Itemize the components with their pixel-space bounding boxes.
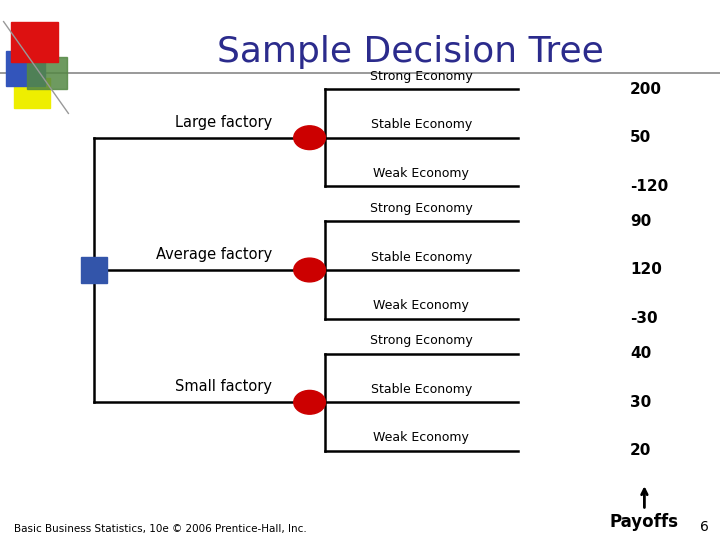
Text: 50: 50 <box>630 130 652 145</box>
Circle shape <box>294 390 325 414</box>
Text: 30: 30 <box>630 395 652 410</box>
Text: 200: 200 <box>630 82 662 97</box>
Text: 20: 20 <box>630 443 652 458</box>
Text: 40: 40 <box>630 346 652 361</box>
Text: Small factory: Small factory <box>175 379 272 394</box>
Text: Strong Economy: Strong Economy <box>370 202 472 215</box>
Text: Weak Economy: Weak Economy <box>373 167 469 180</box>
Text: Strong Economy: Strong Economy <box>370 70 472 83</box>
Bar <box>11 22 58 62</box>
Text: 90: 90 <box>630 214 652 229</box>
Text: Stable Economy: Stable Economy <box>371 251 472 264</box>
Text: -120: -120 <box>630 179 668 194</box>
Circle shape <box>294 126 325 150</box>
Text: Sample Decision Tree: Sample Decision Tree <box>217 35 604 69</box>
Bar <box>27 57 67 89</box>
Text: Basic Business Statistics, 10e © 2006 Prentice-Hall, Inc.: Basic Business Statistics, 10e © 2006 Pr… <box>14 523 307 534</box>
Text: Stable Economy: Stable Economy <box>371 383 472 396</box>
Text: -30: -30 <box>630 311 657 326</box>
Text: 6: 6 <box>701 519 709 534</box>
Text: Stable Economy: Stable Economy <box>371 118 472 131</box>
Text: Weak Economy: Weak Economy <box>373 431 469 444</box>
Bar <box>14 78 50 108</box>
Text: Payoffs: Payoffs <box>610 513 679 531</box>
Bar <box>81 258 107 282</box>
Text: Average factory: Average factory <box>156 247 272 262</box>
Bar <box>6 51 45 86</box>
Circle shape <box>294 258 325 282</box>
Text: 120: 120 <box>630 262 662 278</box>
Text: Weak Economy: Weak Economy <box>373 299 469 312</box>
Text: Strong Economy: Strong Economy <box>370 334 472 347</box>
Text: Large factory: Large factory <box>175 114 272 130</box>
